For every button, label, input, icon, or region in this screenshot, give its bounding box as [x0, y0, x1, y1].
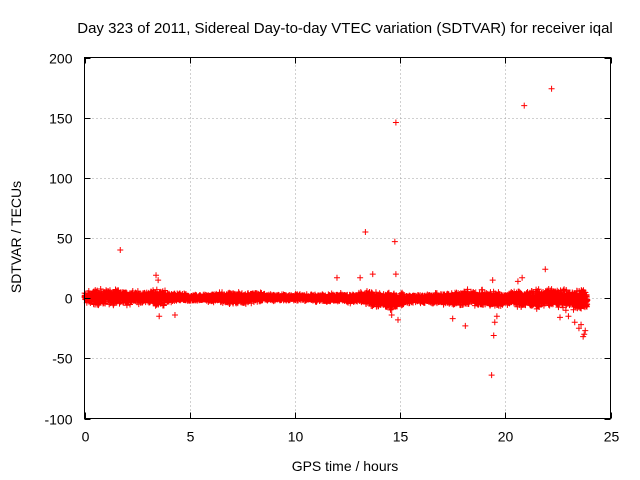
data-point-marker — [392, 119, 399, 126]
data-point-marker — [462, 322, 469, 329]
data-point-marker — [489, 277, 496, 284]
x-tick-label: 20 — [498, 429, 514, 445]
x-tick-label: 10 — [288, 429, 304, 445]
data-point-marker — [493, 313, 500, 320]
data-point-marker — [488, 372, 495, 379]
data-point-marker — [582, 327, 589, 334]
y-tick-label: 0 — [65, 291, 73, 307]
data-points — [81, 85, 591, 379]
data-point-marker — [571, 319, 578, 326]
data-point-marker — [565, 313, 572, 320]
axis-ticks: 0 5 10 15 20 25 -100 -50 0 50 100 150 200 — [44, 51, 619, 445]
x-tick-label: 25 — [604, 429, 620, 445]
data-point-marker — [117, 247, 124, 254]
y-tick-label: 150 — [49, 111, 73, 127]
data-point-marker — [357, 274, 364, 281]
data-point-marker — [388, 312, 395, 319]
y-axis-label: SDTVAR / TECUs — [8, 181, 24, 293]
y-tick-label: 200 — [49, 51, 73, 67]
data-point-marker — [557, 314, 564, 321]
data-point-marker — [156, 313, 163, 320]
data-point-marker — [97, 285, 104, 292]
y-tick-label: -50 — [52, 351, 72, 367]
data-point-marker — [542, 266, 549, 273]
y-tick-label: 50 — [57, 231, 73, 247]
data-point-marker — [391, 238, 398, 245]
data-point-marker — [490, 332, 497, 339]
data-point-marker — [369, 271, 376, 278]
data-point-marker — [160, 302, 167, 309]
y-tick-label: -100 — [44, 412, 72, 428]
data-point-marker — [548, 85, 555, 92]
data-point-marker — [514, 278, 521, 285]
data-point-marker — [521, 102, 528, 109]
data-point-marker — [491, 319, 498, 326]
data-point-marker — [333, 274, 340, 281]
data-point-marker — [519, 274, 526, 281]
x-tick-label: 5 — [187, 429, 195, 445]
y-tick-label: 100 — [49, 171, 73, 187]
data-point-marker — [392, 271, 399, 278]
x-tick-label: 15 — [393, 429, 409, 445]
data-point-marker — [171, 312, 178, 319]
x-axis-label: GPS time / hours — [292, 458, 399, 474]
plot-frame — [84, 57, 611, 419]
chart-title: Day 323 of 2011, Sidereal Day-to-day VTE… — [77, 20, 613, 37]
data-point-marker — [362, 228, 369, 235]
data-point-marker — [449, 315, 456, 322]
grid-lines — [84, 57, 611, 419]
x-tick-label: 0 — [82, 429, 90, 445]
